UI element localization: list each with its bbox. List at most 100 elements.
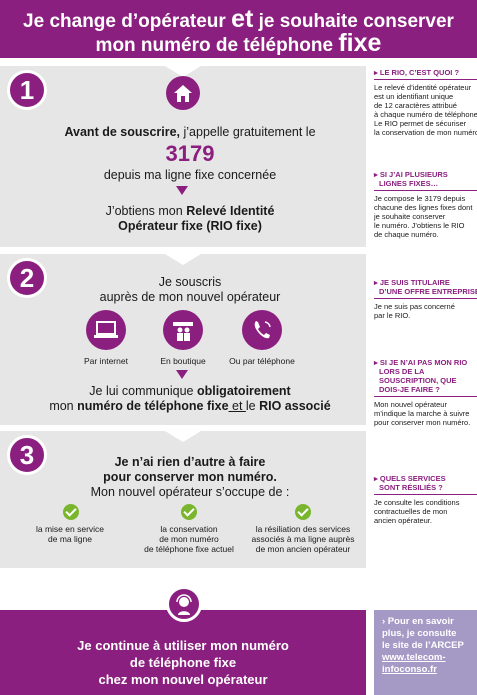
faq-question-text: Quels services [379, 474, 446, 483]
header-line-2: mon numéro de téléphone fixe [0, 29, 477, 58]
notch [165, 66, 201, 77]
channel-label: Ou par téléphone [229, 356, 295, 366]
faq-question-text: Le RIO, c’est quoi ? [379, 68, 460, 77]
com-text: le [245, 399, 260, 413]
faq-answer-line: je souhaite conserver [374, 212, 446, 221]
faq-what-is-rio: ▸ Le RIO, c’est quoi ? Le relevé d’ident… [374, 68, 477, 137]
service-line: de mon numéro [159, 534, 219, 544]
faq-answer-line: chacune des lignes fixes dont [374, 203, 473, 212]
result-bold: Opérateur fixe (RIO fixe) [118, 219, 262, 233]
header-banner: Je change d’opérateur et je souhaite con… [0, 0, 477, 58]
com-text: Je lui communique [89, 384, 197, 398]
step-1-line2: depuis ma ligne fixe concernée [103, 168, 277, 182]
faq-answer-line: m’indique la marche à suivre [374, 409, 470, 418]
faq-answer-line: pour conserver mon numéro. [374, 418, 471, 427]
com-bold: numéro de téléphone fixe [77, 399, 229, 413]
phone-icon [242, 310, 282, 350]
faq-answer-line: Mon nouvel opérateur [374, 400, 447, 409]
more-info-line: › Pour en savoir [382, 616, 454, 627]
faq-question: ▸ Le RIO, c’est quoi ? [374, 68, 460, 77]
check-icon [295, 504, 311, 520]
divider [374, 79, 477, 80]
laptop-icon [86, 310, 126, 350]
service-line: la conservation [160, 524, 218, 534]
arcep-link[interactable]: www.telecom- [382, 652, 446, 663]
faq-answer-line: Je compose le 3179 depuis [374, 194, 466, 203]
step-3-line3: Mon nouvel opérateur s’occupe de : [90, 485, 290, 499]
divider [374, 396, 477, 397]
step-2-line1: Je souscris [158, 275, 222, 289]
faq-answer-line: par le RIO. [374, 311, 411, 320]
more-info-line: le site de l’ARCEP [382, 640, 464, 651]
faq-answer-line: de 12 caractères attribué [374, 101, 457, 110]
footer-banner: Je continue à utiliser mon numéro de tél… [0, 586, 366, 695]
service-item: la résiliation des services associés à ma… [243, 524, 363, 554]
channel-label: Par internet [84, 356, 128, 366]
faq-cancelled-services: ▸ Quels services sont résiliés ? Je cons… [374, 474, 477, 525]
divider [374, 298, 477, 299]
faq-question: ▸ Je suis titulaire [374, 278, 450, 287]
service-item: la conservation de mon numéro de téléphone… [129, 524, 249, 554]
phone-number-3179: 3179 [165, 141, 215, 166]
header-text: mon numéro de téléphone [95, 35, 339, 56]
step-2-number: 2 [7, 258, 47, 298]
service-line: de ma ligne [48, 534, 92, 544]
header-text: Je change d’opérateur [23, 11, 232, 32]
faq-answer-line: est un identifiant unique [374, 92, 454, 101]
footer-line-3: chez mon nouvel opérateur [98, 672, 268, 687]
faq-question-text: lignes fixes… [379, 179, 439, 188]
faq-no-rio: ▸ Si je n’ai pas mon RIO lors de la sous… [374, 358, 477, 427]
result-bold: Relevé Identité [186, 204, 275, 218]
shop-icon [163, 310, 203, 350]
com-bold: obligatoirement [196, 384, 291, 398]
com-bold: RIO associé [259, 399, 331, 413]
arrow-down-icon [176, 370, 188, 379]
service-line: de téléphone fixe actuel [144, 544, 234, 554]
faq-question-text: Si j’ai plusieurs [379, 170, 448, 179]
faq-answer-line: Le relevé d’identité opérateur [374, 83, 472, 92]
header-text: je souhaite conserver [253, 11, 454, 32]
header-line-1: Je change d’opérateur et je souhaite con… [0, 5, 477, 34]
step-3-number: 3 [7, 435, 47, 475]
arcep-link[interactable]: infoconso.fr [382, 664, 437, 675]
divider [374, 494, 477, 495]
divider [374, 190, 477, 191]
faq-answer-line: à chaque numéro de téléphone. [374, 110, 477, 119]
person-headset-icon [166, 586, 202, 622]
faq-question-text: Je suis titulaire [379, 278, 450, 287]
step-2-communicate-2: mon numéro de téléphone fixe et le RIO a… [20, 399, 360, 414]
check-icon [63, 504, 79, 520]
faq-question: ▸ Si je n’ai pas mon RIO [374, 358, 468, 367]
step-2-communicate: Je lui communique obligatoirement [20, 384, 360, 399]
footer-line-1: Je continue à utiliser mon numéro [77, 638, 289, 653]
footer-line-2: de téléphone fixe [129, 655, 237, 670]
faq-answer-line: Je ne suis pas concerné [374, 302, 455, 311]
footer-more-info: › Pour en savoir plus, je consulte le si… [374, 610, 477, 695]
com-text: mon [49, 399, 78, 413]
faq-answer-line: contractuelles de mon [374, 507, 448, 516]
more-info-line: plus, je consulte [382, 628, 457, 639]
house-icon [166, 76, 200, 110]
step-1-number: 1 [7, 70, 47, 110]
step-1-bold: Avant de souscrire, [64, 125, 181, 139]
step-3-bold1: Je n’ai rien d’autre à faire [114, 455, 266, 469]
com-et: et [228, 399, 246, 413]
faq-answer-line: la conservation de mon numéro. [374, 128, 477, 137]
result-text: J’obtiens mon [105, 204, 187, 218]
arrow-down-icon [176, 186, 188, 195]
channel-label: En boutique [160, 356, 206, 366]
faq-question: ▸ Si j’ai plusieurs [374, 170, 448, 179]
step-3-panel [0, 431, 366, 568]
step-1-intro: Avant de souscrire, j’appelle gratuiteme… [40, 125, 340, 140]
service-item: la mise en service de ma ligne [20, 524, 120, 544]
faq-question-text: d’une offre entreprise [379, 287, 477, 296]
service-line: associés à ma ligne auprès [251, 534, 355, 544]
faq-question: ▸ Quels services [374, 474, 446, 483]
service-line: de mon ancien opérateur [255, 544, 351, 554]
check-icon [181, 504, 197, 520]
service-line: la résiliation des services [255, 524, 351, 534]
header-et: et [231, 5, 254, 33]
faq-answer-line: Je consulte les conditions [374, 498, 460, 507]
faq-answer-line: de chaque numéro. [374, 230, 439, 239]
step-1-result: J’obtiens mon Relevé Identité Opérateur f… [40, 204, 340, 234]
